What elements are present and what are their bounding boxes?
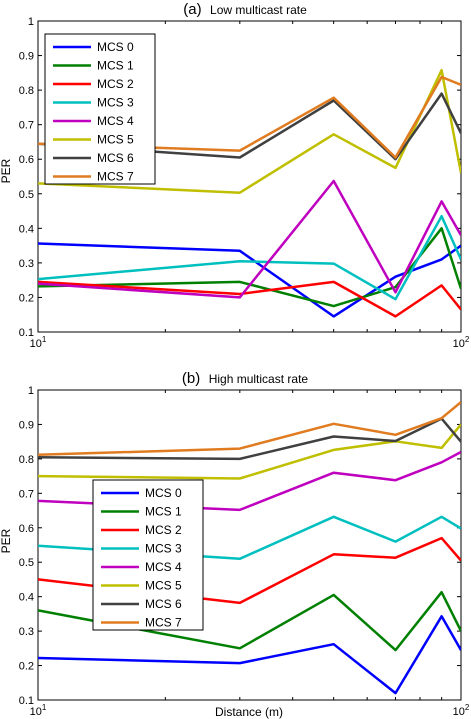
legend-label: MCS 4 [97,114,134,128]
y-tick-label: 0.7 [19,120,34,132]
x-tick-label: 102 [453,703,470,718]
y-tick-label: 0.1 [19,695,34,707]
x-axis-label-b: Distance (m) [215,705,283,719]
legend-label: MCS 6 [97,151,134,165]
series-line-mcs-5 [38,423,461,480]
legend-label: MCS 2 [97,77,134,91]
series-line-mcs-7 [38,75,461,159]
y-tick-label: 0.3 [19,258,34,270]
series-line-mcs-0 [38,615,461,695]
chart-panel-a: (a) Low multicast rate PER 0.1 0.2 0.3 0.4 0… [0,1,470,350]
series-line-mcs-1 [38,590,461,652]
chart-title-b-prefix: (b) [182,370,200,387]
y-tick-label: 0.1 [19,327,34,339]
legend-label: MCS 1 [145,505,182,519]
legend: MCS 0 MCS 1 MCS 2 MCS 3 MCS 4 MCS 5 MCS 6 MCS 7 [44,33,156,185]
y-axis-label-b: PER [0,528,13,553]
y-tick-label: 1 [28,16,34,28]
x-tick-label: 102 [453,335,470,350]
legend-label: MCS 4 [145,560,182,574]
chart-panel-b: (b) High multicast rate PER Distance (m)… [0,370,470,719]
series-line-mcs-7 [38,401,461,457]
series-line-mcs-4 [38,179,461,299]
y-tick-label: 0.8 [19,454,34,466]
y-tick-label: 0.7 [19,488,34,500]
chart-title-a-prefix: (a) [183,1,201,18]
y-tick-label: 1 [28,385,34,397]
legend-label: MCS 6 [145,597,182,611]
y-tick-label: 0.3 [19,626,34,638]
legend-label: MCS 5 [97,133,134,147]
y-tick-label: 0.8 [19,85,34,97]
legend-label: MCS 2 [145,523,182,537]
legend-label: MCS 3 [145,542,182,556]
y-tick-label: 0.5 [19,557,34,569]
legend-label: MCS 7 [97,170,134,184]
y-tick-label: 0.5 [19,189,34,201]
legend-label: MCS 1 [97,59,134,73]
series-line-mcs-6 [38,92,461,161]
series-line-mcs-3 [38,515,461,561]
y-tick-label: 0.9 [19,51,34,63]
y-tick-label: 0.9 [19,419,34,431]
legend-label: MCS 7 [145,616,182,630]
legend: MCS 0 MCS 1 MCS 2 MCS 3 MCS 4 MCS 5 MCS 6 MCS 7 [92,479,204,631]
series-line-mcs-5 [38,68,461,194]
series-line-mcs-2 [38,536,461,605]
legend-label: MCS 5 [145,579,182,593]
series-line-mcs-4 [38,450,461,512]
x-tick-label: 101 [30,335,47,350]
y-tick-label: 0.6 [19,523,34,535]
series-line-mcs-1 [38,227,461,308]
x-tick-label: 101 [30,703,47,718]
y-tick-label: 0.6 [19,154,34,166]
y-tick-label: 0.2 [19,661,34,673]
series-line-mcs-6 [38,417,461,461]
legend-label: MCS 3 [97,96,134,110]
y-axis-label-a: PER [0,158,13,183]
chart-title-a: (a) Low multicast rate [183,1,307,18]
chart-title-a-text: Low multicast rate [210,3,307,17]
y-tick-label: 0.4 [19,223,34,235]
chart-title-b-text: High multicast rate [209,372,309,386]
y-tick-label: 0.4 [19,592,34,604]
y-tick-label: 0.2 [19,292,34,304]
legend-label: MCS 0 [145,486,182,500]
series-line-mcs-3 [38,214,461,301]
legend-label: MCS 0 [97,40,134,54]
chart-title-b: (b) High multicast rate [182,370,308,387]
series-line-mcs-2 [38,280,461,318]
